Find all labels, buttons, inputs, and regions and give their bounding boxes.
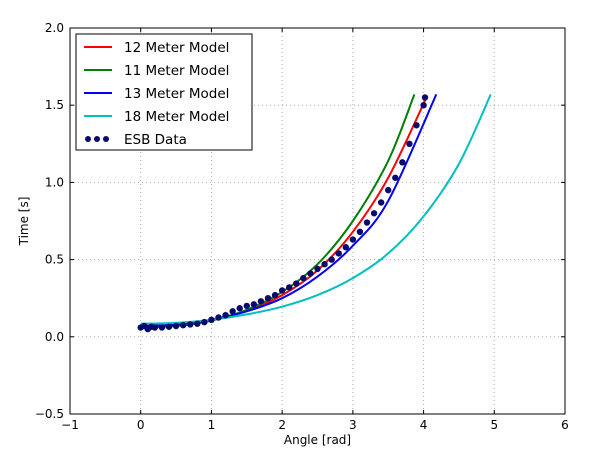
data-point <box>151 324 159 331</box>
data-point <box>222 311 229 319</box>
legend-label-12-meter-model: 12 Meter Model <box>124 40 229 56</box>
data-point <box>342 244 349 251</box>
data-point <box>201 318 208 326</box>
data-point <box>208 316 215 324</box>
data-point <box>271 291 279 299</box>
x-tick-label: 3 <box>349 418 357 432</box>
y-tick-label: 0.0 <box>45 330 64 344</box>
data-point <box>300 274 307 282</box>
data-point <box>215 314 222 321</box>
y-tick-label: 2.0 <box>45 21 64 35</box>
ticks: −1 0 1 2 3 4 5 6 −0.5 0.0 0.5 1.0 1.5 2.0 <box>35 21 569 432</box>
data-point <box>370 210 378 217</box>
data-point <box>349 236 357 243</box>
legend-label-11-meter-model: 11 Meter Model <box>124 63 229 79</box>
y-tick-label: −0.5 <box>35 407 64 421</box>
y-axis-label: Time [s] <box>17 197 31 247</box>
data-point <box>314 265 321 273</box>
data-point <box>286 284 293 291</box>
plot-frame <box>69 27 566 415</box>
data-point <box>392 174 399 181</box>
data-point <box>187 321 194 328</box>
x-tick-label: 0 <box>137 418 145 432</box>
data-point <box>363 219 371 226</box>
legend-marker <box>103 136 109 142</box>
x-tick-label: 5 <box>490 418 498 432</box>
y-tick-label: 1.5 <box>45 98 64 112</box>
data-point <box>194 320 201 327</box>
series-esb-data <box>137 94 429 333</box>
data-point <box>243 302 250 310</box>
data-point <box>399 159 406 166</box>
data-point <box>385 186 392 194</box>
y-tick-label: 1.0 <box>45 175 64 189</box>
legend: 12 Meter Model 11 Meter Model 13 Meter Mod… <box>75 33 253 151</box>
x-tick-label: 1 <box>208 418 216 432</box>
data-point <box>307 270 314 277</box>
y-tick-label: 0.5 <box>45 253 64 267</box>
data-point <box>406 140 413 147</box>
x-tick-label: −1 <box>61 418 79 432</box>
data-point <box>321 261 328 268</box>
data-point <box>335 250 342 257</box>
x-tick-label: 4 <box>420 418 428 432</box>
data-point <box>377 199 385 206</box>
data-point <box>257 298 265 305</box>
data-point <box>158 324 166 331</box>
legend-label-13-meter-model: 13 Meter Model <box>124 86 229 102</box>
series-layer <box>137 93 492 333</box>
data-point <box>264 295 272 302</box>
x-tick-label: 6 <box>561 418 569 432</box>
data-point <box>250 301 258 308</box>
x-tick-label: 2 <box>278 418 286 432</box>
legend-label-esb-data: ESB Data <box>124 132 187 148</box>
data-point <box>165 323 173 330</box>
x-axis-label: Angle [rad] <box>284 433 351 447</box>
data-point <box>421 94 429 101</box>
data-point <box>229 308 236 315</box>
legend-marker <box>94 136 100 142</box>
data-point <box>172 322 180 330</box>
data-point <box>293 280 300 287</box>
data-point <box>236 305 243 312</box>
data-point <box>420 102 427 109</box>
data-point <box>413 122 420 129</box>
legend-label-18-meter-model: 18 Meter Model <box>124 109 229 125</box>
legend-marker <box>85 136 91 142</box>
data-point <box>278 287 286 294</box>
data-point <box>328 256 335 263</box>
data-point <box>356 228 364 236</box>
data-point <box>179 322 187 329</box>
